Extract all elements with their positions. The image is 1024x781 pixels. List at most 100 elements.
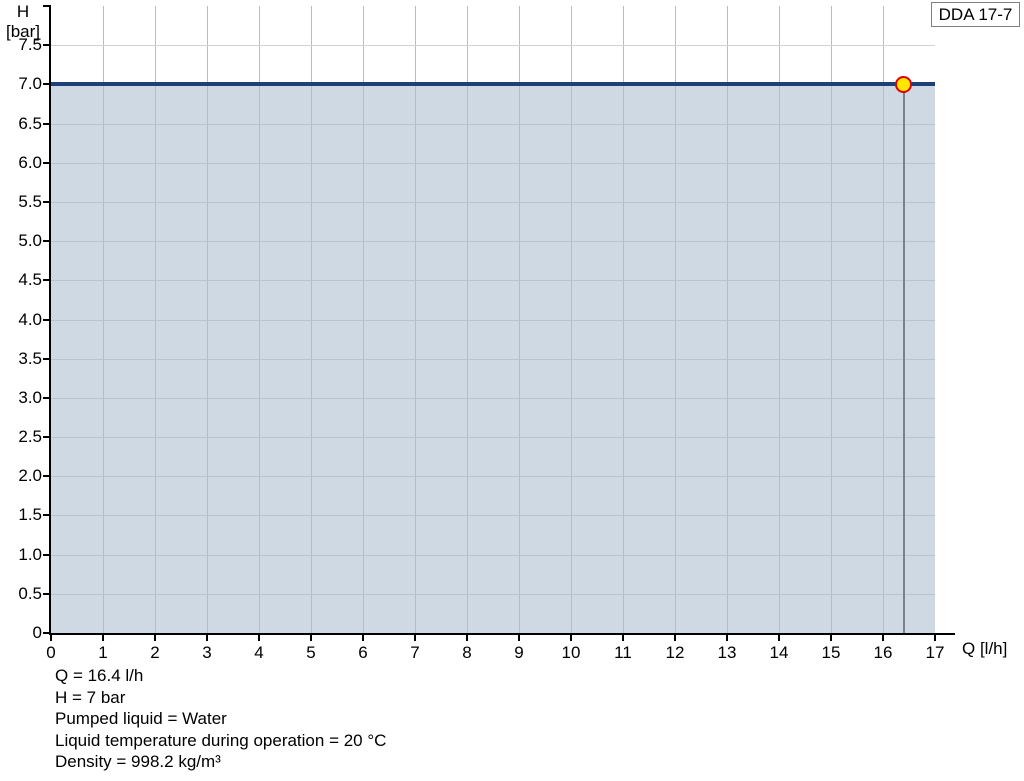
y-axis-tick-label: 3.5 (18, 349, 42, 368)
gridline-horizontal (51, 45, 935, 46)
y-axis-tick (43, 475, 51, 477)
gridline-vertical (207, 6, 208, 633)
y-axis-tick-label: 6.5 (18, 114, 42, 133)
x-axis-tick-label: 2 (150, 643, 160, 662)
y-axis-tick-label: 1.5 (18, 505, 42, 524)
x-axis-tick-label: 9 (514, 643, 524, 662)
x-axis-tick (154, 633, 156, 641)
y-axis-tick (43, 319, 51, 321)
plot-area (51, 6, 935, 633)
y-axis-tick (43, 44, 51, 46)
gridline-vertical (363, 6, 364, 633)
gridline-horizontal (51, 280, 935, 281)
y-axis-tick (43, 436, 51, 438)
x-axis-tick (518, 633, 520, 641)
x-axis-tick (206, 633, 208, 641)
x-axis-tick-label: 11 (614, 643, 632, 662)
gridline-horizontal (51, 320, 935, 321)
x-axis-tick-label: 15 (821, 643, 841, 662)
gridline-horizontal (51, 202, 935, 203)
gridline-vertical (831, 6, 832, 633)
duty-point-vertical-line (902, 84, 905, 633)
x-axis-tick-label: 7 (410, 643, 420, 662)
y-axis-tick-label: 0 (32, 623, 42, 642)
curve-fill-region (51, 84, 935, 633)
x-axis-tick-label: 1 (98, 643, 108, 662)
y-axis-tick-label: 5.5 (18, 192, 42, 211)
x-axis-tick-label: 17 (925, 643, 945, 662)
y-axis-tick-label: 0.5 (18, 584, 42, 603)
y-axis-tick-label: 7.5 (18, 35, 42, 54)
x-axis-tick (466, 633, 468, 641)
gridline-vertical (311, 6, 312, 633)
gridline-vertical (259, 6, 260, 633)
y-axis-tick (43, 358, 51, 360)
gridline-vertical (519, 6, 520, 633)
gridline-horizontal (51, 594, 935, 595)
pump-curve-line[interactable] (51, 82, 935, 87)
y-axis-tick-label: 7.0 (18, 74, 42, 93)
legend-box[interactable]: DDA 17-7 (931, 2, 1020, 27)
x-axis-tick-label: 12 (665, 643, 685, 662)
x-axis-line (49, 633, 955, 635)
y-axis-tick (43, 162, 51, 164)
x-axis-tick (934, 633, 936, 641)
info-line-flow: Q = 16.4 l/h (55, 666, 144, 685)
gridline-vertical (883, 6, 884, 633)
x-axis-tick (570, 633, 572, 641)
x-axis-tick (102, 633, 104, 641)
gridline-vertical (103, 6, 104, 633)
y-axis-tick-label: 4.0 (18, 310, 42, 329)
y-axis-tick (43, 514, 51, 516)
y-axis-tick-label: 5.0 (18, 231, 42, 250)
x-axis-title: Q [l/h] (962, 639, 1008, 658)
info-line-liquid: Pumped liquid = Water (55, 709, 227, 728)
y-axis-tick-label: 3.0 (18, 388, 42, 407)
y-axis-tick (43, 554, 51, 556)
gridline-vertical (675, 6, 676, 633)
info-line-head: H = 7 bar (55, 687, 126, 707)
gridline-horizontal (51, 359, 935, 360)
y-axis-tick (43, 397, 51, 399)
x-axis-tick (882, 633, 884, 641)
gridline-vertical (623, 6, 624, 633)
gridline-vertical (571, 6, 572, 633)
gridline-horizontal (51, 515, 935, 516)
y-axis-tick-label: 2.5 (18, 427, 42, 446)
x-axis-tick (726, 633, 728, 641)
y-axis-tick-label: 6.0 (18, 153, 42, 172)
gridline-horizontal (51, 476, 935, 477)
info-line-temperature: Liquid temperature during operation = 20… (55, 730, 387, 750)
y-axis-tick (43, 240, 51, 242)
x-axis-tick-label: 6 (358, 643, 368, 662)
x-axis-tick-label: 4 (254, 643, 264, 662)
gridline-horizontal (51, 163, 935, 164)
x-axis-tick (258, 633, 260, 641)
x-axis-tick (674, 633, 676, 641)
duty-point-info: Q = 16.4 l/h H = 7 bar Pumped liquid = W… (55, 665, 755, 773)
y-axis-title-symbol: H (16, 2, 30, 21)
gridline-horizontal (51, 437, 935, 438)
duty-point-marker[interactable] (895, 75, 913, 93)
gridline-vertical (467, 6, 468, 633)
x-axis-tick-label: 10 (561, 643, 581, 662)
y-axis-tick-label: 2.0 (18, 466, 42, 485)
x-axis-tick (362, 633, 364, 641)
x-axis-tick-label: 14 (769, 643, 789, 662)
x-axis-tick (622, 633, 624, 641)
info-line-density: Density = 998.2 kg/m³ (55, 752, 221, 771)
y-axis-tick-label: 1.0 (18, 545, 42, 564)
y-axis-title-unit: [bar] (5, 22, 41, 41)
gridline-horizontal (51, 398, 935, 399)
gridline-vertical (727, 6, 728, 633)
y-axis-tick (43, 123, 51, 125)
x-axis-tick-label: 8 (462, 643, 472, 662)
x-axis-tick (414, 633, 416, 641)
y-axis-tick-label: 4.5 (18, 270, 42, 289)
y-axis-tick (43, 83, 51, 85)
x-axis-tick (50, 633, 52, 641)
gridline-vertical (779, 6, 780, 633)
gridline-horizontal (51, 241, 935, 242)
y-axis-tick (43, 632, 51, 634)
